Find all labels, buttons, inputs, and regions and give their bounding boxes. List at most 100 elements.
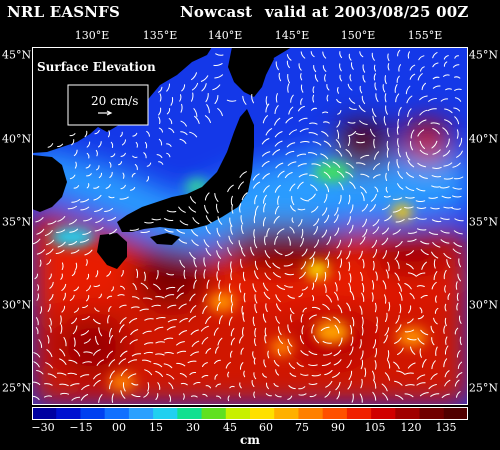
current-vector bbox=[428, 231, 439, 235]
current-vector bbox=[373, 64, 376, 72]
current-vector bbox=[213, 327, 219, 336]
current-vector bbox=[95, 335, 99, 345]
current-vector bbox=[298, 393, 307, 396]
current-vector bbox=[278, 326, 282, 336]
current-vector bbox=[421, 82, 426, 91]
current-vector bbox=[142, 297, 153, 300]
current-vector bbox=[71, 270, 76, 277]
current-vector bbox=[409, 292, 415, 300]
current-vector bbox=[348, 261, 351, 272]
current-vector bbox=[313, 239, 319, 248]
current-vector bbox=[432, 85, 441, 89]
current-vector bbox=[397, 49, 401, 57]
current-vector bbox=[155, 370, 163, 377]
current-vector bbox=[324, 183, 330, 193]
current-vector bbox=[134, 164, 138, 171]
current-vector bbox=[349, 181, 356, 189]
current-vector bbox=[84, 130, 88, 138]
current-vector bbox=[394, 380, 403, 386]
current-vector bbox=[95, 217, 104, 223]
current-vector bbox=[48, 273, 52, 280]
current-vector bbox=[203, 257, 206, 267]
current-vector bbox=[276, 303, 282, 312]
current-vector bbox=[385, 186, 388, 193]
current-vector bbox=[94, 207, 103, 212]
current-vector bbox=[372, 391, 377, 401]
current-vector bbox=[382, 204, 391, 211]
current-vector bbox=[395, 324, 402, 333]
current-vector bbox=[252, 173, 260, 181]
current-vector bbox=[431, 140, 438, 149]
current-vector bbox=[164, 294, 175, 298]
current-vector bbox=[228, 235, 234, 245]
current-vector bbox=[57, 372, 67, 376]
current-vector bbox=[120, 368, 128, 377]
current-vector bbox=[288, 385, 296, 390]
current-vector bbox=[264, 272, 271, 281]
current-vector bbox=[375, 93, 379, 102]
current-vector bbox=[170, 97, 174, 106]
current-vector bbox=[164, 352, 174, 355]
current-vector bbox=[86, 183, 90, 189]
current-vector bbox=[308, 314, 317, 320]
current-vector bbox=[374, 82, 377, 91]
current-vector bbox=[362, 258, 365, 269]
current-vector bbox=[381, 227, 389, 235]
current-vector bbox=[410, 141, 413, 151]
current-vector bbox=[297, 219, 303, 227]
current-vector bbox=[194, 269, 197, 280]
current-vector bbox=[38, 339, 43, 348]
current-vector bbox=[44, 383, 53, 386]
current-vector bbox=[416, 374, 426, 380]
current-vector bbox=[202, 305, 208, 314]
current-vector bbox=[68, 219, 77, 225]
current-vector bbox=[37, 284, 40, 291]
current-vector bbox=[287, 324, 291, 334]
current-vector bbox=[388, 301, 391, 312]
current-vector bbox=[444, 108, 453, 114]
current-vector bbox=[362, 218, 367, 228]
current-vector bbox=[427, 108, 437, 112]
current-vector bbox=[288, 362, 295, 369]
current-vector bbox=[371, 52, 375, 61]
current-vector bbox=[203, 269, 206, 279]
current-vector bbox=[193, 258, 197, 268]
current-vector bbox=[360, 359, 364, 370]
current-vector bbox=[359, 51, 364, 58]
current-vector bbox=[276, 228, 285, 235]
current-vector bbox=[239, 203, 242, 213]
current-vector bbox=[407, 51, 410, 59]
current-vector bbox=[347, 83, 353, 91]
current-vector bbox=[179, 138, 187, 144]
lat-label-right-25: 25°N bbox=[468, 381, 498, 395]
current-vector bbox=[262, 115, 268, 124]
current-vector bbox=[334, 227, 340, 236]
current-vector bbox=[312, 295, 315, 302]
current-vector bbox=[312, 306, 321, 310]
current-vector bbox=[301, 286, 308, 291]
current-vector bbox=[384, 75, 387, 85]
current-vector bbox=[374, 302, 377, 313]
current-vector bbox=[333, 316, 341, 324]
current-vector bbox=[407, 362, 416, 369]
current-vector bbox=[263, 194, 267, 204]
current-vector bbox=[359, 236, 366, 245]
current-vector bbox=[324, 214, 330, 224]
current-vector bbox=[158, 161, 164, 165]
current-vector bbox=[299, 237, 304, 247]
current-vector bbox=[176, 229, 185, 234]
current-vector bbox=[241, 192, 248, 201]
current-vector bbox=[312, 141, 322, 146]
current-vector bbox=[262, 282, 269, 291]
current-vector bbox=[323, 140, 332, 147]
colorbar-swatch bbox=[225, 407, 251, 420]
current-vector bbox=[326, 84, 330, 91]
current-vector bbox=[69, 294, 75, 301]
current-vector bbox=[336, 99, 342, 104]
map-title-valid-time: valid at 2003/08/25 00Z bbox=[265, 3, 469, 21]
current-vector bbox=[299, 128, 309, 133]
current-vector bbox=[206, 279, 210, 289]
current-vector bbox=[168, 127, 175, 133]
colorbar-tick-45: 45 bbox=[223, 421, 237, 434]
current-vector bbox=[338, 271, 341, 281]
